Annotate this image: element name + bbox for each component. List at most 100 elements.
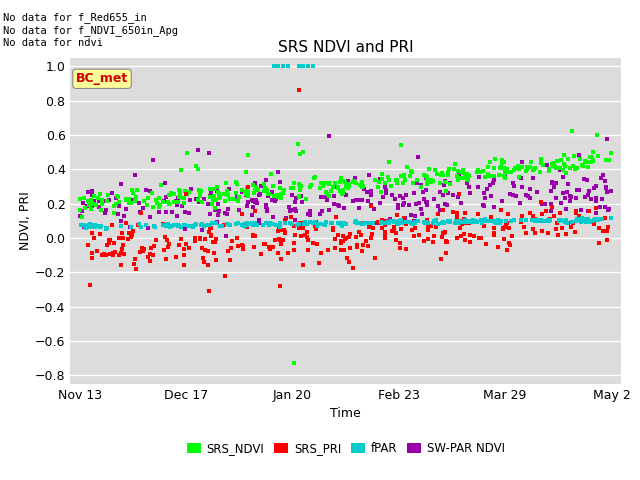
Point <box>163 220 173 228</box>
Point <box>164 201 174 208</box>
Point <box>571 209 581 216</box>
Point <box>436 256 446 264</box>
Point <box>552 232 563 240</box>
Point <box>275 184 285 192</box>
Point <box>556 199 566 206</box>
Point <box>491 219 501 227</box>
Point <box>104 251 115 258</box>
Point <box>354 196 364 204</box>
Point <box>552 219 562 227</box>
Point <box>330 244 340 252</box>
Point <box>321 188 331 196</box>
Point <box>450 219 460 227</box>
Point <box>203 221 213 229</box>
Point <box>216 222 227 230</box>
Point <box>497 159 507 167</box>
Text: No data for f_NDVI_650in_Apg: No data for f_NDVI_650in_Apg <box>3 25 178 36</box>
Point <box>576 216 586 224</box>
Point <box>294 62 304 70</box>
Point <box>324 180 335 187</box>
Point <box>375 199 385 206</box>
Point <box>501 220 511 228</box>
Point <box>399 199 409 206</box>
Point <box>554 216 564 223</box>
Point <box>109 210 119 217</box>
Y-axis label: NDVI, PRI: NDVI, PRI <box>19 192 32 250</box>
Point <box>250 183 260 191</box>
Point <box>438 229 448 237</box>
Point <box>117 229 127 237</box>
Point <box>89 234 99 241</box>
Point <box>401 191 412 198</box>
Point <box>197 220 207 228</box>
Point <box>514 173 524 180</box>
Point <box>363 197 373 204</box>
Point <box>525 185 535 192</box>
Point <box>350 174 360 182</box>
Point <box>191 162 202 170</box>
Point <box>582 216 593 224</box>
Point <box>385 216 396 223</box>
Point <box>248 221 258 229</box>
Point <box>322 190 332 198</box>
Point <box>83 202 93 209</box>
Point <box>320 193 330 201</box>
Point <box>444 219 454 227</box>
Point <box>200 235 210 243</box>
Point <box>289 231 300 239</box>
Point <box>195 190 205 198</box>
Point <box>493 216 504 224</box>
Point <box>268 182 278 190</box>
Point <box>297 198 307 206</box>
Point <box>460 236 470 244</box>
Point <box>173 221 183 229</box>
Point <box>278 226 289 234</box>
Point <box>428 219 438 227</box>
Point <box>376 218 386 226</box>
Point <box>494 171 504 179</box>
Point <box>245 220 255 228</box>
Point <box>543 216 554 224</box>
Point <box>179 194 189 202</box>
Point <box>179 221 189 229</box>
Point <box>342 184 353 192</box>
Point <box>508 180 518 187</box>
Point <box>531 216 541 223</box>
Point <box>566 223 576 230</box>
Point <box>550 194 561 202</box>
Point <box>408 220 418 228</box>
Point <box>399 172 409 180</box>
Point <box>359 185 369 192</box>
Point <box>452 176 463 183</box>
Point <box>204 221 214 229</box>
Point <box>547 179 557 186</box>
Point <box>420 186 431 193</box>
Point <box>413 200 424 207</box>
Point <box>550 164 561 171</box>
Point <box>168 221 179 229</box>
Point <box>101 206 111 214</box>
Point <box>333 183 343 191</box>
Point <box>85 281 95 289</box>
Point <box>465 218 475 226</box>
Point <box>386 182 396 190</box>
Point <box>126 223 136 230</box>
Point <box>368 219 378 227</box>
Point <box>352 219 362 227</box>
Point <box>280 219 290 227</box>
Point <box>435 180 445 187</box>
Point <box>180 191 191 198</box>
Point <box>262 205 272 213</box>
Point <box>567 128 577 135</box>
Point <box>262 191 273 198</box>
Point <box>118 250 129 257</box>
Point <box>184 188 194 196</box>
Point <box>490 218 500 226</box>
Point <box>121 219 131 227</box>
Point <box>114 235 124 242</box>
Point <box>392 211 403 219</box>
Point <box>311 225 321 233</box>
Point <box>364 172 374 180</box>
Point <box>86 221 96 229</box>
Point <box>310 218 320 226</box>
